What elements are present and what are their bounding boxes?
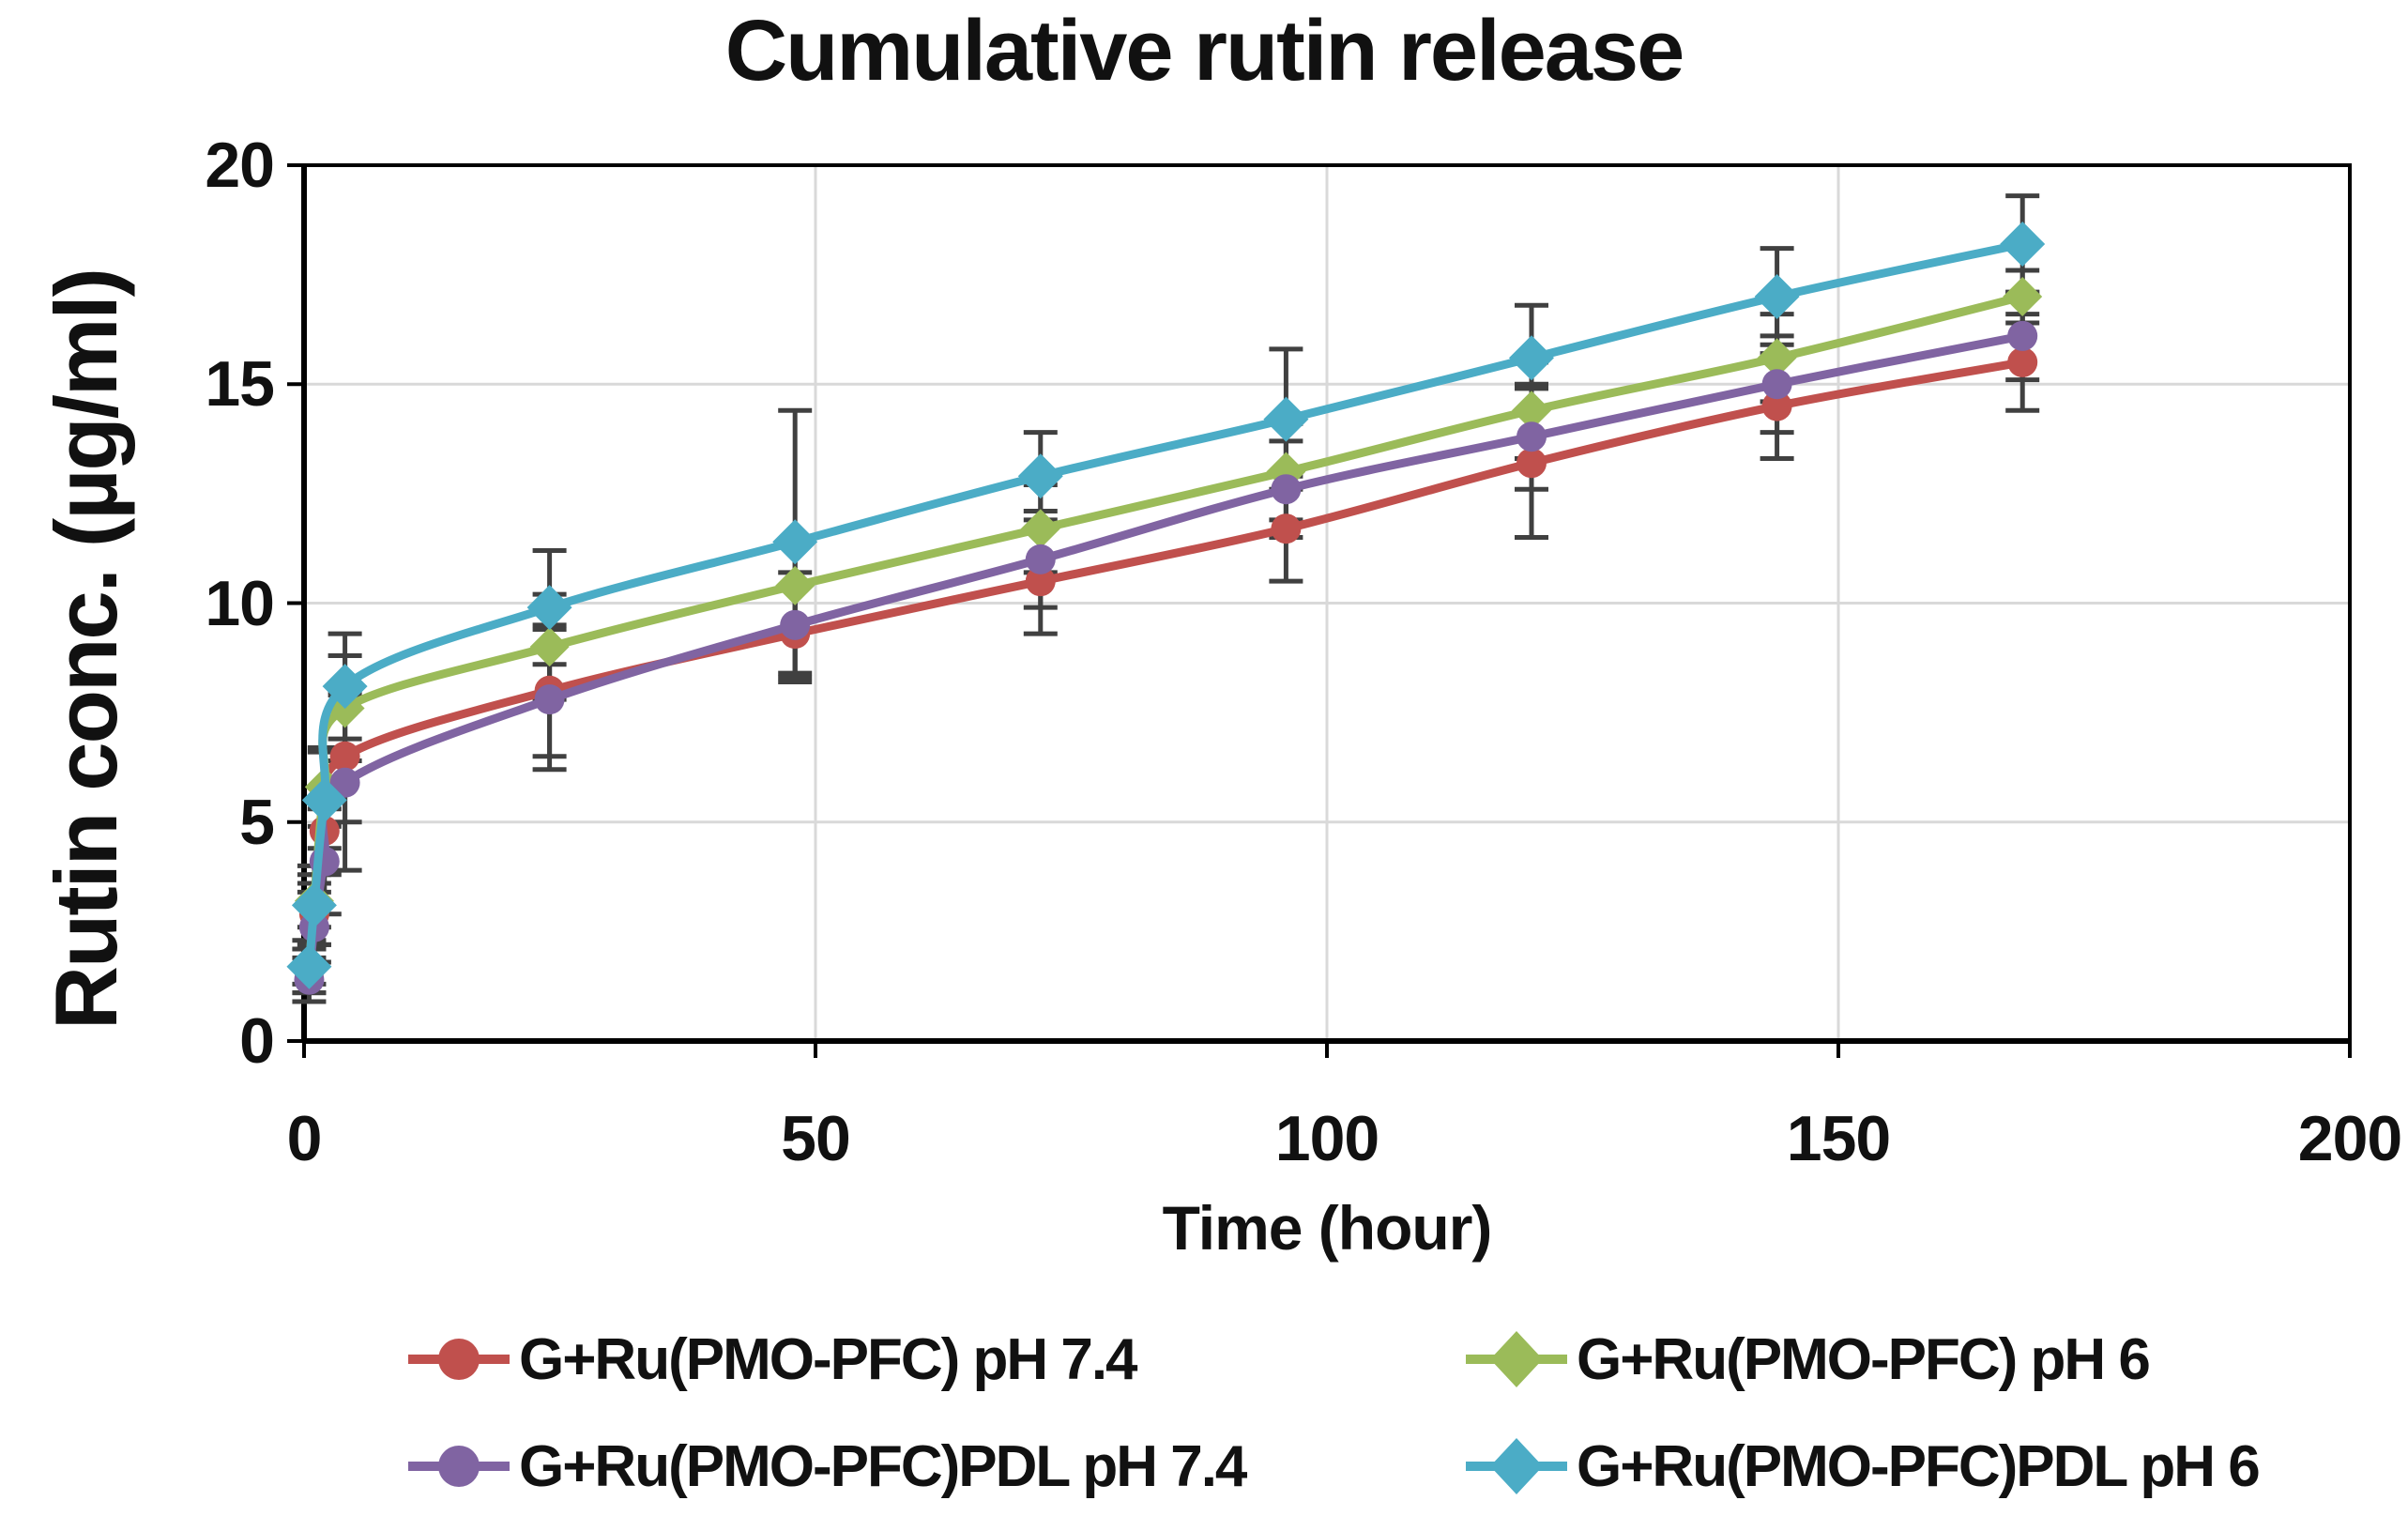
data-point-marker <box>2003 276 2043 316</box>
y-tick-label: 20 <box>205 130 275 201</box>
data-point-marker <box>329 741 360 772</box>
legend-item: G+Ru(PMO-PFC)PDL pH 7.4 <box>406 1431 1464 1502</box>
data-point-marker <box>772 519 818 565</box>
series-line <box>304 239 2027 972</box>
data-point-marker <box>780 609 811 640</box>
data-point-marker <box>301 777 347 823</box>
x-tick-label: 0 <box>286 1103 323 1174</box>
legend-marker-diamond-icon <box>1466 1331 1567 1387</box>
data-point-marker <box>291 882 337 928</box>
legend-label: G+Ru(PMO-PFC)PDL pH 7.4 <box>519 1433 1247 1499</box>
x-tick-label: 200 <box>2297 1103 2402 1174</box>
data-point-marker <box>526 585 572 631</box>
legend-marker-circle-icon <box>408 1339 510 1380</box>
x-tick-label: 100 <box>1274 1103 1379 1174</box>
data-point-marker <box>1017 453 1063 499</box>
data-point-marker <box>1271 513 1302 544</box>
data-point-marker <box>1025 544 1056 574</box>
x-axis-title: Time (hour) <box>1162 1193 1493 1263</box>
y-tick-label: 10 <box>205 567 275 639</box>
axes <box>287 163 2352 1058</box>
data-point-marker <box>329 767 360 798</box>
y-tick-label: 15 <box>205 348 275 421</box>
legend-item: G+Ru(PMO-PFC) pH 6 <box>1464 1324 2259 1395</box>
data-point-marker <box>1263 396 1309 442</box>
x-tick-label: 150 <box>1786 1103 1891 1174</box>
data-point-marker <box>1020 509 1060 549</box>
data-point-marker <box>529 627 570 667</box>
series-g-ru-pmo-pfc-pdl-ph-6 <box>286 221 2046 989</box>
y-tick-label: 5 <box>239 786 275 858</box>
data-point-marker <box>1271 474 1302 505</box>
data-point-marker <box>1761 390 1792 421</box>
data-point-marker <box>322 664 368 710</box>
legend-label: G+Ru(PMO-PFC) pH 7.4 <box>519 1326 1138 1392</box>
gridlines <box>304 165 2350 1041</box>
data-point-marker <box>1512 390 1551 431</box>
data-point-marker <box>1516 448 1547 479</box>
data-point-marker <box>2000 221 2046 267</box>
data-point-marker <box>2007 346 2038 377</box>
data-point-marker <box>1761 369 1792 400</box>
y-tick-label: 0 <box>239 1005 275 1077</box>
data-point-marker <box>1757 338 1797 378</box>
y-axis-title: Rutin conc. (µg/ml) <box>37 269 135 1030</box>
data-point-marker <box>1754 273 1800 319</box>
data-point-marker <box>2007 320 2038 351</box>
x-tick-label: 50 <box>781 1103 851 1174</box>
legend-marker-diamond-icon <box>1466 1438 1567 1494</box>
data-point-marker <box>1509 335 1554 381</box>
legend-label: G+Ru(PMO-PFC)PDL pH 6 <box>1577 1433 2261 1499</box>
legend-label: G+Ru(PMO-PFC) pH 6 <box>1577 1326 2151 1392</box>
data-point-marker <box>775 565 815 605</box>
data-point-marker <box>1516 421 1547 452</box>
chart-title: Cumulative rutin release <box>724 3 1685 99</box>
legend-item: G+Ru(PMO-PFC)PDL pH 6 <box>1464 1431 2261 1502</box>
data-point-marker <box>534 684 565 715</box>
legend: G+Ru(PMO-PFC) pH 7.4 G+Ru(PMO-PFC) pH 6 G+… <box>406 1324 2261 1502</box>
legend-item: G+Ru(PMO-PFC) pH 7.4 <box>406 1324 1464 1395</box>
data-point-marker <box>286 943 332 989</box>
legend-marker-circle-icon <box>408 1446 510 1487</box>
data-point-marker <box>1025 566 1056 597</box>
